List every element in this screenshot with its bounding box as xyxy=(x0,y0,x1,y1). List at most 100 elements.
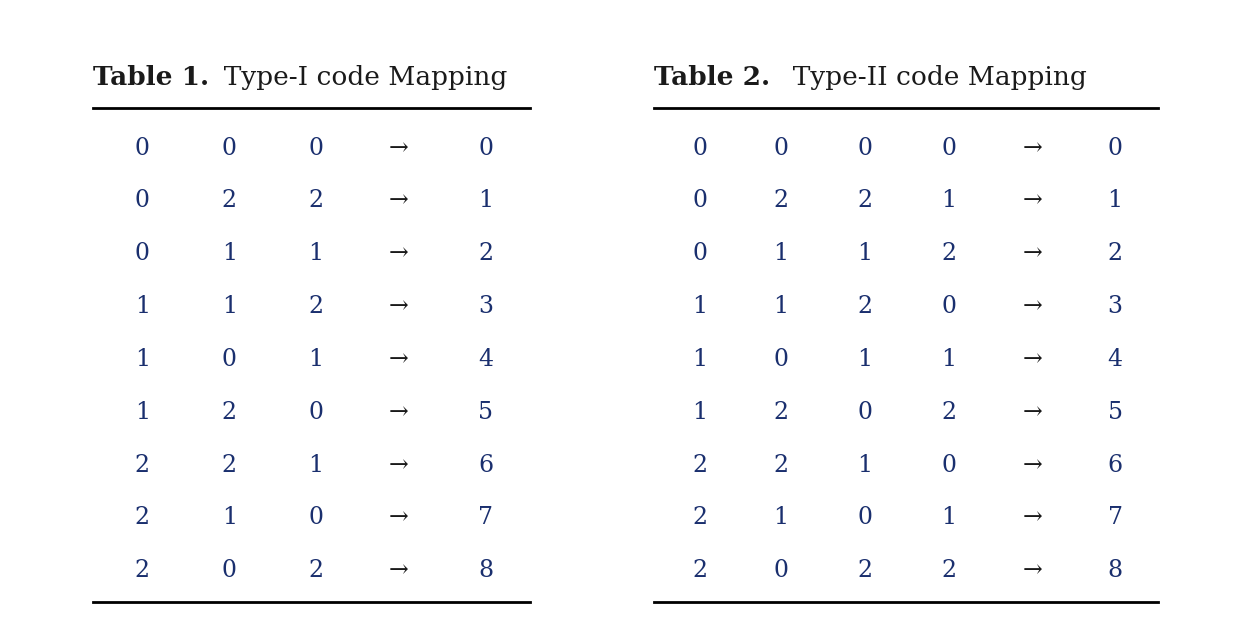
Text: →: → xyxy=(1022,189,1042,212)
Text: 1: 1 xyxy=(773,295,788,318)
Text: 0: 0 xyxy=(693,242,707,265)
Text: →: → xyxy=(389,348,409,371)
Text: 2: 2 xyxy=(1108,242,1123,265)
Text: 0: 0 xyxy=(135,136,150,160)
Text: 1: 1 xyxy=(693,295,707,318)
Text: 1: 1 xyxy=(309,453,323,476)
Text: →: → xyxy=(389,136,409,160)
Text: 8: 8 xyxy=(478,559,493,582)
Text: Type-I code Mapping: Type-I code Mapping xyxy=(207,65,507,89)
Text: →: → xyxy=(1022,400,1042,424)
Text: Type-II code Mapping: Type-II code Mapping xyxy=(776,65,1087,89)
Text: 0: 0 xyxy=(693,136,707,160)
Text: 1: 1 xyxy=(942,348,957,371)
Text: 0: 0 xyxy=(222,136,237,160)
Text: 2: 2 xyxy=(693,507,707,529)
Text: 4: 4 xyxy=(478,348,493,371)
Text: 7: 7 xyxy=(478,507,493,529)
Text: 2: 2 xyxy=(773,189,788,212)
Text: 2: 2 xyxy=(857,559,872,582)
Text: 0: 0 xyxy=(942,295,957,318)
Text: →: → xyxy=(389,507,409,529)
Text: 0: 0 xyxy=(857,400,872,424)
Text: 4: 4 xyxy=(1108,348,1123,371)
Text: 2: 2 xyxy=(773,400,788,424)
Text: 0: 0 xyxy=(309,507,323,529)
Text: 2: 2 xyxy=(942,559,957,582)
Text: →: → xyxy=(389,295,409,318)
Text: 1: 1 xyxy=(135,348,150,371)
Text: 1: 1 xyxy=(773,507,788,529)
Text: 0: 0 xyxy=(773,559,788,582)
Text: 1: 1 xyxy=(693,400,707,424)
Text: 0: 0 xyxy=(942,136,957,160)
Text: 2: 2 xyxy=(857,295,872,318)
Text: 2: 2 xyxy=(942,242,957,265)
Text: 2: 2 xyxy=(942,400,957,424)
Text: 1: 1 xyxy=(857,453,872,476)
Text: 2: 2 xyxy=(693,559,707,582)
Text: 1: 1 xyxy=(1108,189,1123,212)
Text: 0: 0 xyxy=(942,453,957,476)
Text: 2: 2 xyxy=(693,453,707,476)
Text: 2: 2 xyxy=(222,400,237,424)
Text: 0: 0 xyxy=(309,136,323,160)
Text: 2: 2 xyxy=(773,453,788,476)
Text: 6: 6 xyxy=(478,453,493,476)
Text: 0: 0 xyxy=(857,507,872,529)
Text: 1: 1 xyxy=(857,348,872,371)
Text: 2: 2 xyxy=(309,295,323,318)
Text: 1: 1 xyxy=(222,242,237,265)
Text: 1: 1 xyxy=(222,295,237,318)
Text: 0: 0 xyxy=(693,189,707,212)
Text: 0: 0 xyxy=(135,189,150,212)
Text: 0: 0 xyxy=(135,242,150,265)
Text: →: → xyxy=(1022,242,1042,265)
Text: 1: 1 xyxy=(942,189,957,212)
Text: 6: 6 xyxy=(1108,453,1123,476)
Text: Table 1.: Table 1. xyxy=(93,65,209,89)
Text: 0: 0 xyxy=(773,136,788,160)
Text: 5: 5 xyxy=(1108,400,1123,424)
Text: 1: 1 xyxy=(478,189,493,212)
Text: 2: 2 xyxy=(478,242,493,265)
Text: →: → xyxy=(1022,507,1042,529)
Text: 2: 2 xyxy=(857,189,872,212)
Text: 1: 1 xyxy=(222,507,237,529)
Text: 1: 1 xyxy=(309,348,323,371)
Text: Table 2.: Table 2. xyxy=(654,65,771,89)
Text: 3: 3 xyxy=(478,295,493,318)
Text: 0: 0 xyxy=(1108,136,1123,160)
Text: →: → xyxy=(1022,453,1042,476)
Text: →: → xyxy=(389,559,409,582)
Text: 2: 2 xyxy=(222,453,237,476)
Text: 2: 2 xyxy=(222,189,237,212)
Text: 0: 0 xyxy=(478,136,493,160)
Text: →: → xyxy=(389,453,409,476)
Text: 5: 5 xyxy=(478,400,493,424)
Text: 0: 0 xyxy=(222,559,237,582)
Text: 1: 1 xyxy=(135,295,150,318)
Text: 2: 2 xyxy=(309,559,323,582)
Text: 2: 2 xyxy=(135,453,150,476)
Text: →: → xyxy=(1022,348,1042,371)
Text: 1: 1 xyxy=(135,400,150,424)
Text: 0: 0 xyxy=(309,400,323,424)
Text: 0: 0 xyxy=(773,348,788,371)
Text: 0: 0 xyxy=(222,348,237,371)
Text: →: → xyxy=(1022,559,1042,582)
Text: →: → xyxy=(1022,136,1042,160)
Text: 1: 1 xyxy=(773,242,788,265)
Text: 3: 3 xyxy=(1108,295,1123,318)
Text: 2: 2 xyxy=(135,507,150,529)
Text: 2: 2 xyxy=(309,189,323,212)
Text: 7: 7 xyxy=(1108,507,1123,529)
Text: 1: 1 xyxy=(857,242,872,265)
Text: →: → xyxy=(389,242,409,265)
Text: 1: 1 xyxy=(693,348,707,371)
Text: 8: 8 xyxy=(1108,559,1123,582)
Text: →: → xyxy=(1022,295,1042,318)
Text: →: → xyxy=(389,189,409,212)
Text: 0: 0 xyxy=(857,136,872,160)
Text: 1: 1 xyxy=(942,507,957,529)
